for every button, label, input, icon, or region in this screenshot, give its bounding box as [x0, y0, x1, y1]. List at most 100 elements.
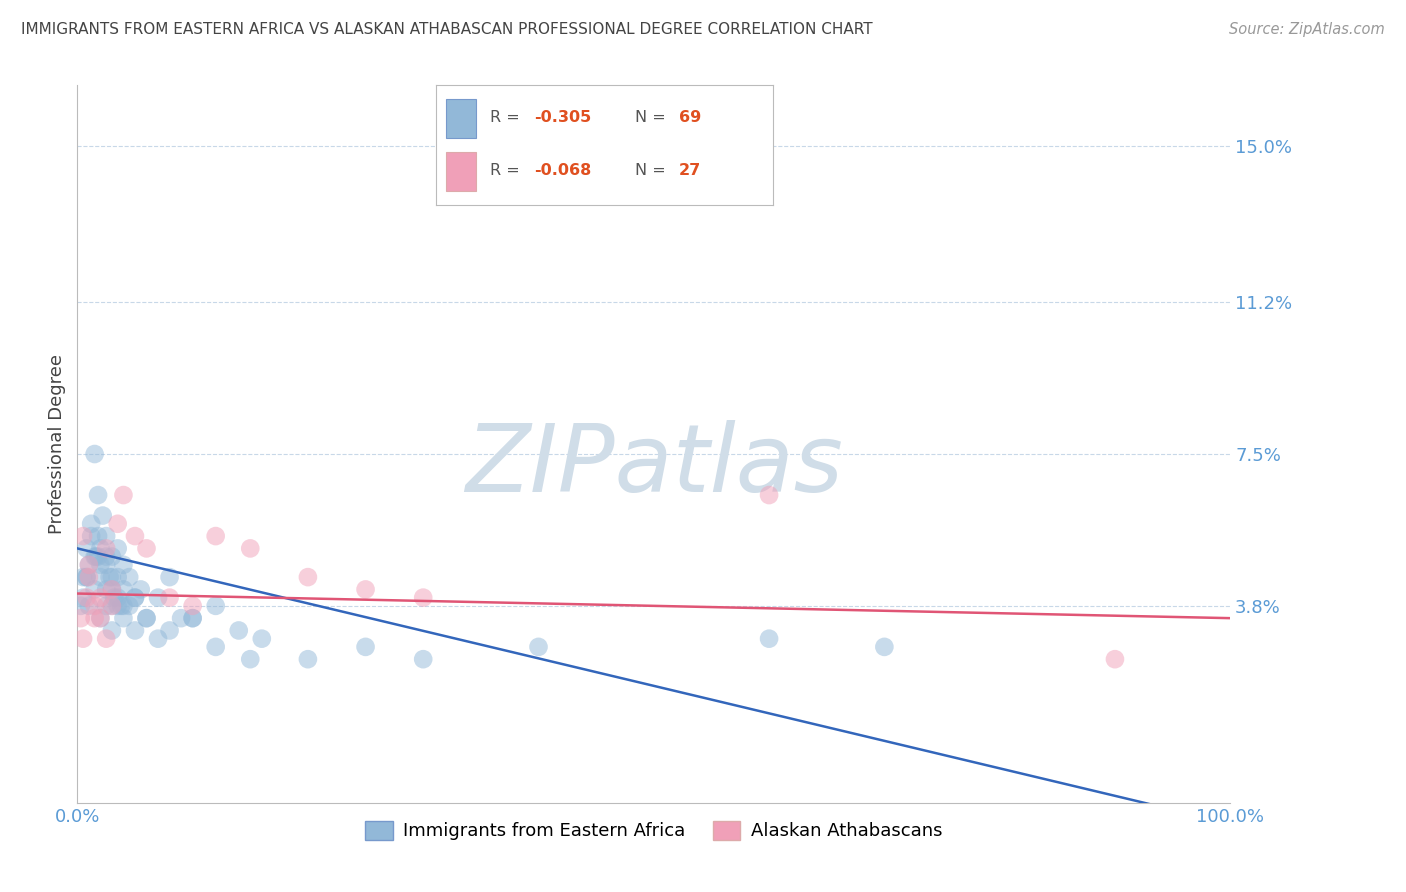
Point [181, 611, 204, 625]
Point [170, 611, 193, 625]
Point [239, 541, 262, 556]
Point [112, 582, 135, 597]
Point [103, 591, 125, 605]
Point [354, 582, 377, 597]
Point [159, 570, 181, 584]
Point [159, 624, 181, 638]
Point [80, 516, 103, 531]
Text: ZIPatlas: ZIPatlas [465, 420, 842, 511]
Point [112, 599, 135, 613]
Point [96, 582, 118, 597]
Point [758, 632, 780, 646]
Point [89, 541, 111, 556]
Point [101, 599, 124, 613]
Point [96, 549, 118, 564]
Point [72, 529, 94, 543]
Point [96, 632, 118, 646]
Point [124, 624, 146, 638]
Point [101, 582, 124, 597]
Point [204, 599, 226, 613]
Point [181, 599, 204, 613]
Point [107, 599, 129, 613]
Point [84, 549, 107, 564]
Point [87, 529, 110, 543]
Point [96, 529, 118, 543]
Point [118, 599, 141, 613]
Point [412, 652, 434, 666]
Point [135, 541, 157, 556]
Point [412, 591, 434, 605]
Point [80, 529, 103, 543]
Point [297, 652, 319, 666]
Point [89, 611, 111, 625]
Point [77, 558, 100, 572]
Point [76, 570, 98, 584]
Point [76, 570, 98, 584]
Point [72, 570, 94, 584]
Legend: Immigrants from Eastern Africa, Alaskan Athabascans: Immigrants from Eastern Africa, Alaskan … [359, 814, 949, 847]
Point [239, 652, 262, 666]
Point [124, 529, 146, 543]
Point [101, 624, 124, 638]
Text: -0.305: -0.305 [534, 111, 591, 126]
Text: R =: R = [489, 163, 524, 178]
Point [118, 570, 141, 584]
Point [112, 488, 135, 502]
Point [87, 549, 110, 564]
Point [89, 570, 111, 584]
Point [181, 611, 204, 625]
Point [83, 549, 105, 564]
Point [83, 447, 105, 461]
Point [873, 640, 896, 654]
Point [107, 570, 129, 584]
Text: 27: 27 [679, 163, 702, 178]
Text: N =: N = [636, 163, 671, 178]
Point [204, 529, 226, 543]
Point [77, 558, 100, 572]
Point [112, 611, 135, 625]
Point [87, 488, 110, 502]
Point [101, 599, 124, 613]
Bar [446, 99, 477, 137]
Point [135, 611, 157, 625]
Y-axis label: Professional Degree: Professional Degree [48, 354, 66, 533]
Point [96, 599, 118, 613]
Point [69, 599, 91, 613]
Point [297, 570, 319, 584]
Point [354, 640, 377, 654]
Point [124, 591, 146, 605]
Point [72, 591, 94, 605]
Point [83, 599, 105, 613]
Point [527, 640, 550, 654]
Text: N =: N = [636, 111, 671, 126]
Text: Source: ZipAtlas.com: Source: ZipAtlas.com [1229, 22, 1385, 37]
Point [146, 632, 169, 646]
Point [758, 488, 780, 502]
Point [250, 632, 273, 646]
Point [83, 611, 105, 625]
Point [72, 632, 94, 646]
Text: -0.068: -0.068 [534, 163, 591, 178]
Point [77, 570, 100, 584]
Point [135, 611, 157, 625]
Point [101, 549, 124, 564]
Point [107, 591, 129, 605]
Point [110, 599, 132, 613]
Point [89, 591, 111, 605]
Point [76, 541, 98, 556]
Text: 69: 69 [679, 111, 702, 126]
Point [146, 591, 169, 605]
Point [96, 558, 118, 572]
Point [77, 599, 100, 613]
Point [96, 541, 118, 556]
Text: R =: R = [489, 111, 524, 126]
Point [89, 611, 111, 625]
Point [83, 582, 105, 597]
Point [129, 582, 152, 597]
Point [107, 541, 129, 556]
Point [1104, 652, 1126, 666]
Point [228, 624, 250, 638]
Point [159, 591, 181, 605]
Point [112, 558, 135, 572]
Point [101, 582, 124, 597]
